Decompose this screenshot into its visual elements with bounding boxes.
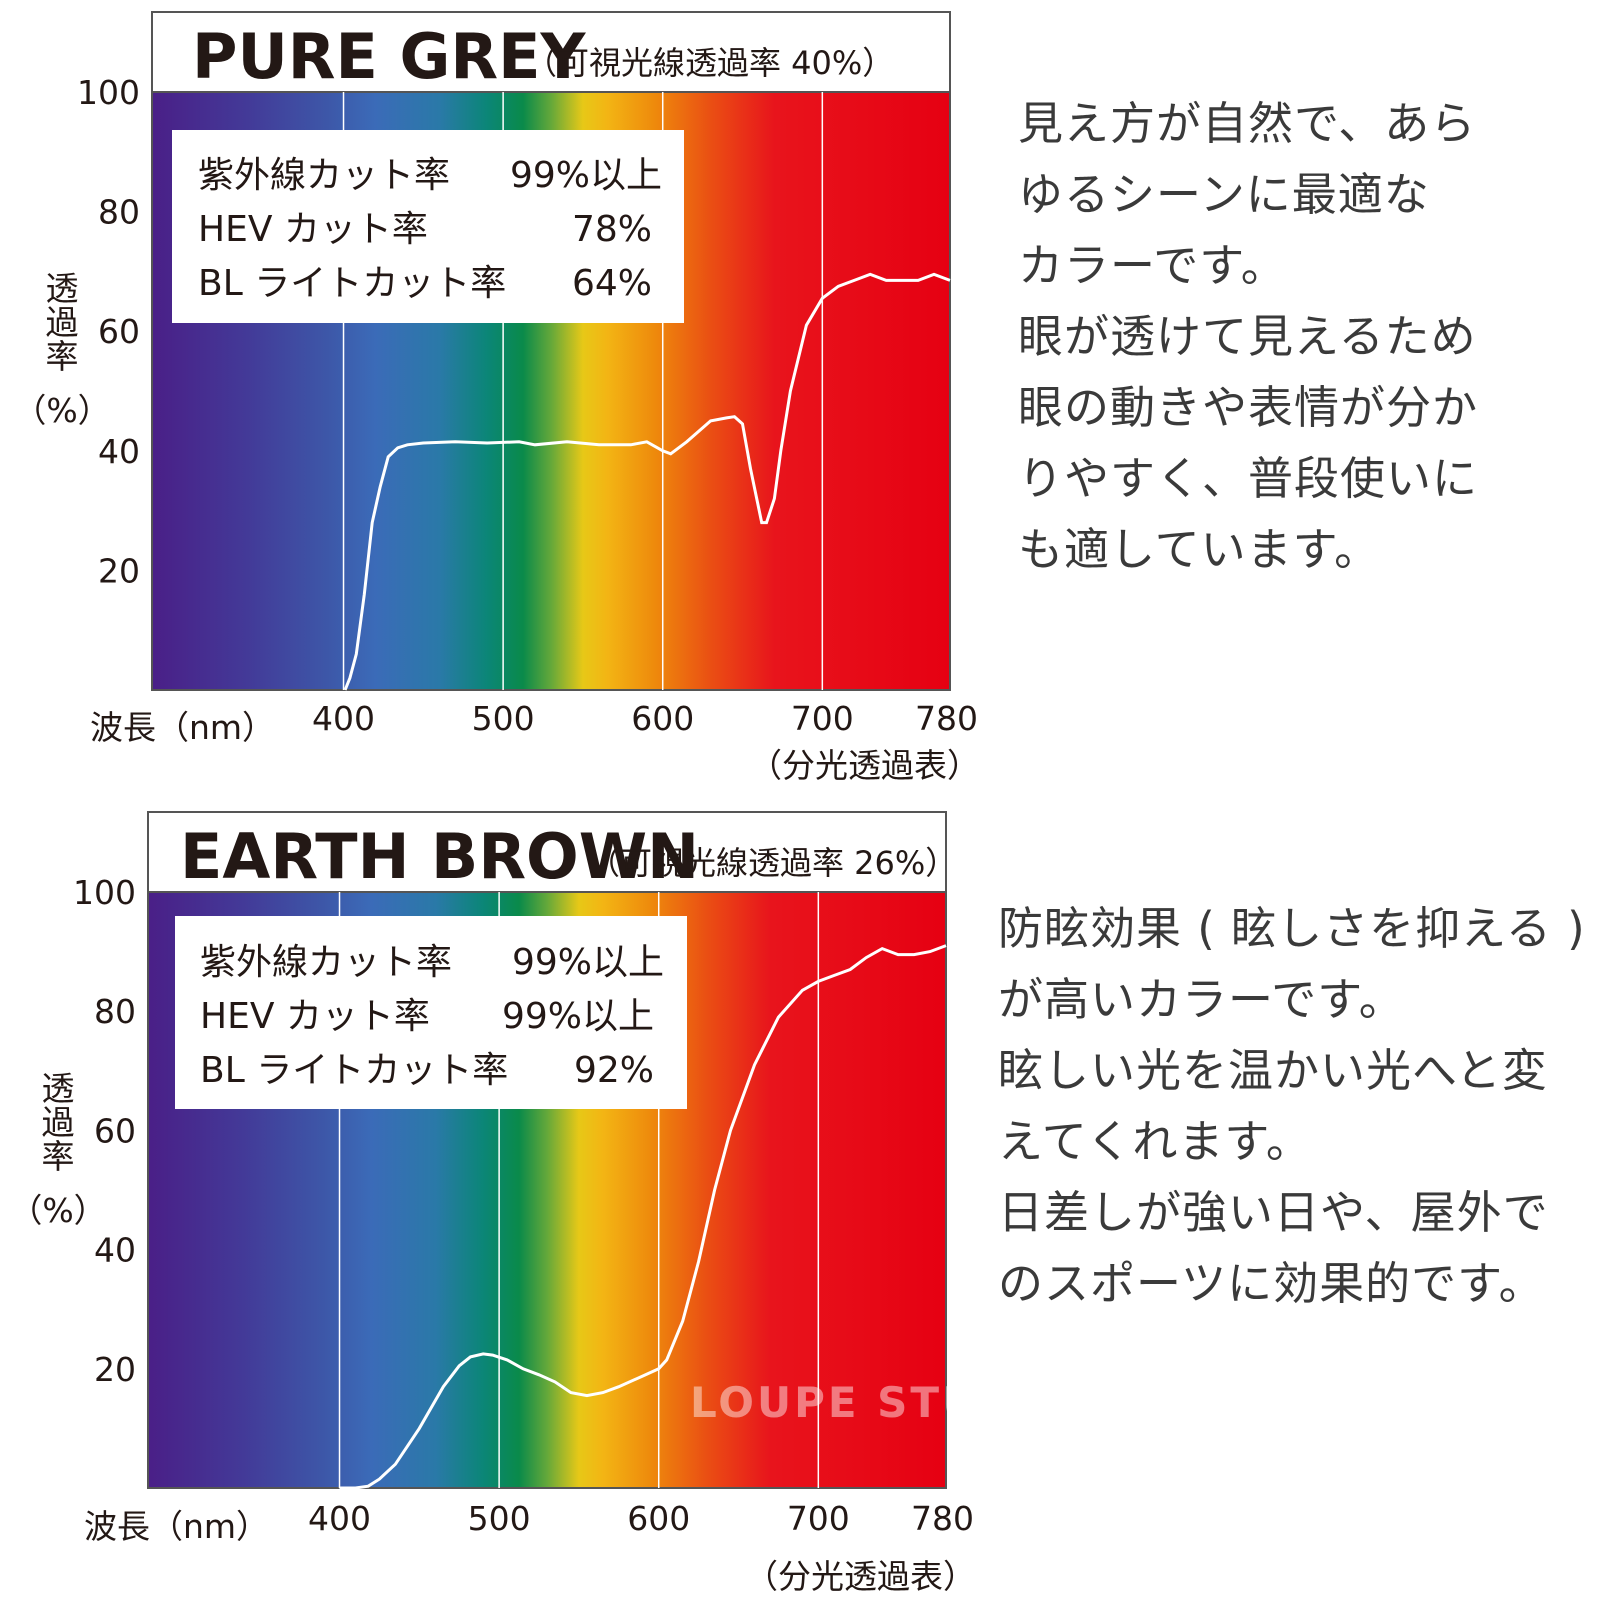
description-line: も適しています。 xyxy=(1018,523,1381,576)
y-tick-labels: 20 40 60 80 100 xyxy=(73,873,136,1389)
y-tick-100: 100 xyxy=(73,873,136,912)
y-tick-60: 60 xyxy=(94,1111,136,1150)
info-label-bl: BL ライトカット率 xyxy=(200,1050,508,1091)
x-tick-600: 600 xyxy=(631,699,694,738)
x-tick-780: 780 xyxy=(911,1499,974,1538)
info-value-uv: 99%以上 xyxy=(512,942,664,983)
description-line: が高いカラーです。 xyxy=(998,973,1405,1026)
y-tick-20: 20 xyxy=(98,551,140,590)
y-axis-label-4: （%） xyxy=(9,1191,106,1230)
info-label-hev: HEV カット率 xyxy=(200,996,430,1037)
info-label-uv: 紫外線カット率 xyxy=(200,942,452,983)
x-tick-500: 500 xyxy=(472,699,535,738)
title-box xyxy=(151,11,951,93)
y-axis-label-2: 過 xyxy=(42,1103,75,1142)
y-axis-label-1: 透 xyxy=(46,269,79,308)
x-axis-label: 波長（nm） xyxy=(90,708,275,747)
description-line: のスポーツに効果的です。 xyxy=(998,1257,1545,1310)
chart-title: EARTH BROWN xyxy=(180,820,699,893)
description-line: えてくれます。 xyxy=(998,1115,1312,1168)
info-box xyxy=(172,130,684,323)
x-tick-780: 780 xyxy=(915,699,978,738)
chart-subtitle: （可視光線透過率 26%） xyxy=(588,844,957,882)
chart-subtitle: （可視光線透過率 40%） xyxy=(525,44,894,82)
info-label-hev: HEV カット率 xyxy=(198,209,428,250)
chart-pure-grey: PURE GREY （可視光線透過率 40%） 紫外線カット率 99%以上 HE… xyxy=(13,11,980,785)
chart-caption: （分光透過表） xyxy=(745,1557,976,1596)
x-tick-600: 600 xyxy=(627,1499,690,1538)
info-value-hev: 78% xyxy=(572,209,652,250)
y-tick-80: 80 xyxy=(94,992,136,1031)
chart-caption: （分光透過表） xyxy=(749,746,980,785)
y-axis-label-4: （%） xyxy=(13,391,110,430)
chart-earth-brown: EARTH BROWN （可視光線透過率 26%） 紫外線カット率 99%以上 … xyxy=(9,811,976,1596)
x-axis-label: 波長（nm） xyxy=(84,1507,269,1546)
info-value-hev: 99%以上 xyxy=(502,996,654,1037)
x-tick-labels: 400 500 600 700 780 xyxy=(308,1499,974,1538)
info-box xyxy=(175,916,687,1109)
y-tick-40: 40 xyxy=(98,432,140,471)
y-tick-40: 40 xyxy=(94,1231,136,1270)
transmission-curve xyxy=(343,272,951,691)
y-tick-20: 20 xyxy=(94,1350,136,1389)
y-tick-60: 60 xyxy=(98,312,140,351)
description-line: カラーです。 xyxy=(1018,239,1287,292)
info-value-bl: 64% xyxy=(572,263,652,304)
x-tick-400: 400 xyxy=(308,1499,371,1538)
y-axis-label-1: 透 xyxy=(42,1069,75,1108)
chart-title: PURE GREY xyxy=(192,20,586,93)
description-line: 日差しが強い日や、屋外で xyxy=(998,1186,1549,1239)
x-tick-700: 700 xyxy=(787,1499,850,1538)
description-pure-grey: 見え方が自然で、あら ゆるシーンに最適な カラーです。 眼が透けて見えるため 眼… xyxy=(1018,88,1478,585)
description-line: りやすく、普段使いに xyxy=(1018,452,1479,505)
description-line: 眼の動きや表情が分か xyxy=(1018,381,1479,434)
description-line: 見え方が自然で、あら xyxy=(1018,97,1477,150)
y-axis-label-3: 率 xyxy=(42,1137,75,1176)
description-line: 眩しい光を温かい光へと変 xyxy=(998,1044,1548,1097)
description-earth-brown: 防眩効果 ( 眩しさを抑える ) が高いカラーです。 眩しい光を温かい光へと変 … xyxy=(998,893,1586,1319)
info-value-uv: 99%以上 xyxy=(510,155,662,196)
x-tick-labels: 400 500 600 700 780 xyxy=(312,699,978,738)
description-line: ゆるシーンに最適な xyxy=(1018,168,1430,221)
description-line: 防眩効果 ( 眩しさを抑える ) xyxy=(998,902,1586,955)
info-label-uv: 紫外線カット率 xyxy=(198,155,450,196)
x-tick-700: 700 xyxy=(791,699,854,738)
info-label-bl: BL ライトカット率 xyxy=(198,263,506,304)
y-axis-label-2: 過 xyxy=(46,303,79,342)
x-tick-400: 400 xyxy=(312,699,375,738)
description-line: 眼が透けて見えるため xyxy=(1018,310,1477,363)
x-tick-500: 500 xyxy=(468,1499,531,1538)
info-value-bl: 92% xyxy=(574,1050,654,1091)
title-box xyxy=(147,811,947,893)
y-tick-80: 80 xyxy=(98,193,140,232)
y-tick-labels: 20 40 60 80 100 xyxy=(77,73,140,590)
y-axis-label-3: 率 xyxy=(46,337,79,376)
transmission-curve xyxy=(339,944,947,1490)
watermark-logo: LOUPE STUDIO xyxy=(690,1378,1075,1427)
y-tick-100: 100 xyxy=(77,73,140,112)
